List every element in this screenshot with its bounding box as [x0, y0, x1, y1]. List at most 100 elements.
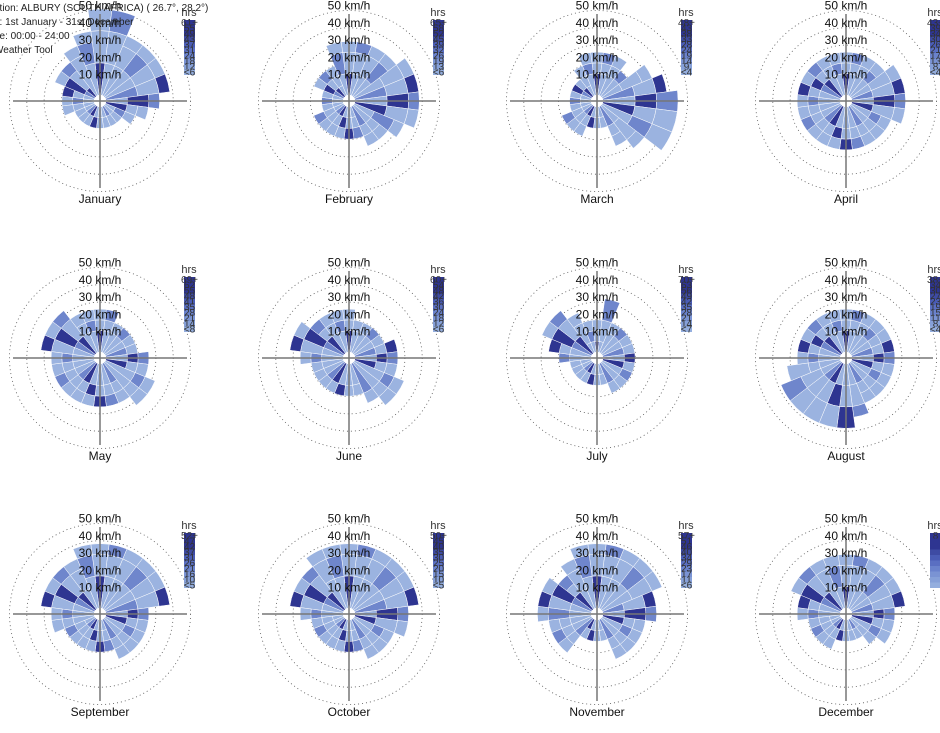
ring-label: 30 km/h	[576, 546, 619, 560]
ring-label: 30 km/h	[79, 290, 122, 304]
ring-label: 30 km/h	[824, 33, 867, 47]
month-label: July	[586, 449, 607, 463]
ring-label: 40 km/h	[327, 16, 370, 30]
ring-label: 40 km/h	[824, 16, 867, 30]
ring-label: 10 km/h	[824, 68, 867, 82]
ring-label: 50 km/h	[327, 512, 370, 526]
wind-rose-march: 10 km/h 20 km/h 30 km/h 40 km/h 50 km/h March…	[497, 0, 727, 220]
ring-label: 20 km/h	[79, 307, 122, 321]
ring-label: 50 km/h	[327, 255, 370, 269]
legend-swatch	[930, 583, 940, 589]
ring-label: 40 km/h	[576, 16, 619, 30]
legend-swatch	[930, 555, 940, 561]
ring-label: 20 km/h	[824, 563, 867, 577]
ring-label: 50 km/h	[576, 512, 619, 526]
month-label: January	[79, 192, 122, 206]
wind-rose-may: 10 km/h20 km/h30 km/h40 km/h50 km/hMayhr…	[0, 257, 230, 477]
ring-label: 50 km/h	[79, 512, 122, 526]
ring-label: 40 km/h	[327, 529, 370, 543]
month-label: May	[89, 449, 112, 463]
ring-label: 40 km/h	[576, 272, 619, 286]
month-label: April	[833, 192, 857, 206]
month-label: March	[580, 192, 613, 206]
header-time-range: ne: 00:00 - 24:00	[0, 30, 208, 44]
ring-label: 50 km/h	[79, 255, 122, 269]
legend-swatch	[930, 577, 940, 583]
legend-label: <7	[681, 324, 693, 335]
ring-label: 30 km/h	[576, 33, 619, 47]
ring-label: 30 km/h	[327, 546, 370, 560]
ring-label: 10 km/h	[576, 68, 619, 82]
legend-swatch	[930, 561, 940, 567]
wind-rose-april: 10 km/h 20 km/h 30 km/h 40 km/h 50 km/h April…	[746, 0, 940, 220]
ring-label: 30 km/h	[824, 546, 867, 560]
legend-swatch	[930, 544, 940, 550]
wind-rose-june: 10 km/h20 km/h30 km/h40 km/h50 km/hJuneh…	[249, 257, 479, 477]
legend-label: <6	[432, 324, 444, 335]
header-source: Weather Tool	[0, 44, 208, 58]
ring-label: 20 km/h	[576, 50, 619, 64]
legend-swatch	[930, 566, 940, 572]
ring-label: 50 km/h	[576, 0, 619, 13]
month-label: August	[827, 449, 865, 463]
ring-label: 10 km/h	[327, 68, 370, 82]
legend-label: <5	[184, 581, 196, 592]
ring-label: 50 km/h	[824, 255, 867, 269]
chart-header: ation: ALBURY (SOUTH AFRICA) ( 26.7°, 28…	[0, 2, 208, 58]
ring-label: 30 km/h	[327, 290, 370, 304]
month-label: June	[335, 449, 361, 463]
ring-label: 10 km/h	[824, 324, 867, 338]
ring-label: 10 km/h	[576, 324, 619, 338]
legend-label: <4	[681, 68, 693, 79]
ring-label: 10 km/h	[79, 581, 122, 595]
wind-rose-november: 10 km/h 20 km/h 30 km/h 40 km/h 50 km/h Novem…	[497, 513, 727, 733]
legend-label: <4	[929, 324, 940, 335]
header-date-range: e: 1st January - 31st December	[0, 16, 208, 30]
legend-label: <6	[184, 68, 196, 79]
ring-label: 40 km/h	[576, 529, 619, 543]
legend-label: <4	[929, 68, 940, 79]
legend-label: <8	[184, 324, 196, 335]
ring-label: 20 km/h	[824, 307, 867, 321]
month-label: December	[818, 705, 873, 719]
ring-label: 30 km/h	[327, 33, 370, 47]
legend-label: <6	[432, 68, 444, 79]
ring-label: 10 km/h	[79, 68, 122, 82]
ring-label: 10 km/h	[79, 324, 122, 338]
ring-label: 40 km/h	[79, 529, 122, 543]
month-label: February	[324, 192, 372, 206]
ring-label: 10 km/h	[824, 581, 867, 595]
legend-label: <6	[681, 581, 693, 592]
legend-label: <5	[432, 581, 444, 592]
ring-label: 50 km/h	[824, 512, 867, 526]
ring-label: 50 km/h	[327, 0, 370, 13]
rose-wedge	[62, 105, 74, 116]
legend-swatch	[930, 572, 940, 578]
ring-label: 10 km/h	[576, 581, 619, 595]
month-label: September	[71, 705, 130, 719]
ring-label: 20 km/h	[576, 563, 619, 577]
wind-rose-october: 10 km/h20 km/h30 km/h40 km/h50 km/hOctob…	[249, 513, 479, 733]
ring-label: 10 km/h	[327, 581, 370, 595]
ring-label: 30 km/h	[576, 290, 619, 304]
ring-label: 30 km/h	[79, 546, 122, 560]
legend-swatch	[930, 539, 940, 545]
ring-label: 20 km/h	[576, 307, 619, 321]
ring-label: 40 km/h	[327, 272, 370, 286]
month-label: November	[569, 705, 624, 719]
ring-label: 20 km/h	[79, 563, 122, 577]
ring-label: 20 km/h	[327, 563, 370, 577]
header-location: ation: ALBURY (SOUTH AFRICA) ( 26.7°, 28…	[0, 2, 208, 16]
ring-label: 10 km/h	[327, 324, 370, 338]
legend-swatch	[930, 550, 940, 556]
wind-rose-august: 10 km/h20 km/h30 km/h40 km/h50 km/hAugus…	[746, 257, 940, 477]
ring-label: 40 km/h	[79, 272, 122, 286]
ring-label: 20 km/h	[824, 50, 867, 64]
ring-label: 40 km/h	[824, 529, 867, 543]
ring-label: 30 km/h	[824, 290, 867, 304]
ring-label: 50 km/h	[576, 255, 619, 269]
ring-label: 50 km/h	[824, 0, 867, 13]
wind-rose-september: 10 km/h 20 km/h 30 km/h 40 km/h 50 km/h Septe…	[0, 513, 230, 733]
ring-label: 20 km/h	[327, 307, 370, 321]
wind-rose-december: 10 km/h 20 km/h 30 km/h 40 km/h 50 km/h Decem…	[746, 513, 940, 733]
